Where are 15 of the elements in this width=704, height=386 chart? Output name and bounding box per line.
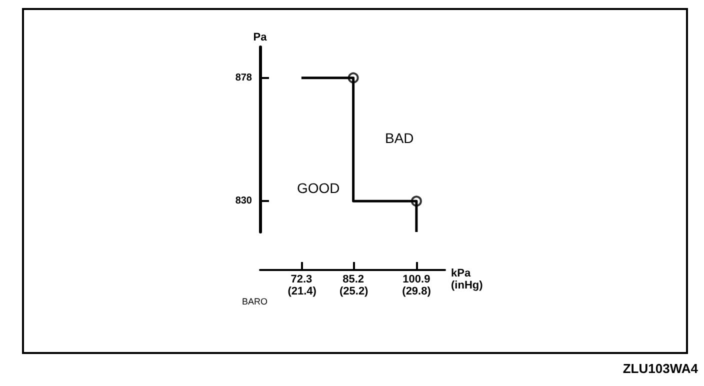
x-tick-label: 100.9 — [402, 274, 430, 286]
x-tick-label: 85.2 — [342, 274, 364, 286]
x2-tick-label: (25.2) — [339, 286, 369, 298]
y-tick-label: 878 — [235, 72, 252, 84]
x2-tick-label: (21.4) — [288, 286, 317, 298]
x-tick-label: 72.3 — [290, 274, 312, 286]
y-tick-label: 830 — [235, 196, 252, 207]
text: ZLU103WA4 — [622, 361, 699, 376]
x-axis-title: kPa — [451, 268, 472, 280]
annotation: BAD — [385, 130, 414, 146]
x2-axis-title: (inHg) — [451, 280, 484, 292]
y-axis-title: Pa — [253, 32, 268, 44]
x2-tick-label: (29.8) — [402, 286, 432, 298]
text: BARO — [242, 296, 268, 306]
annotation: GOOD — [297, 180, 340, 196]
